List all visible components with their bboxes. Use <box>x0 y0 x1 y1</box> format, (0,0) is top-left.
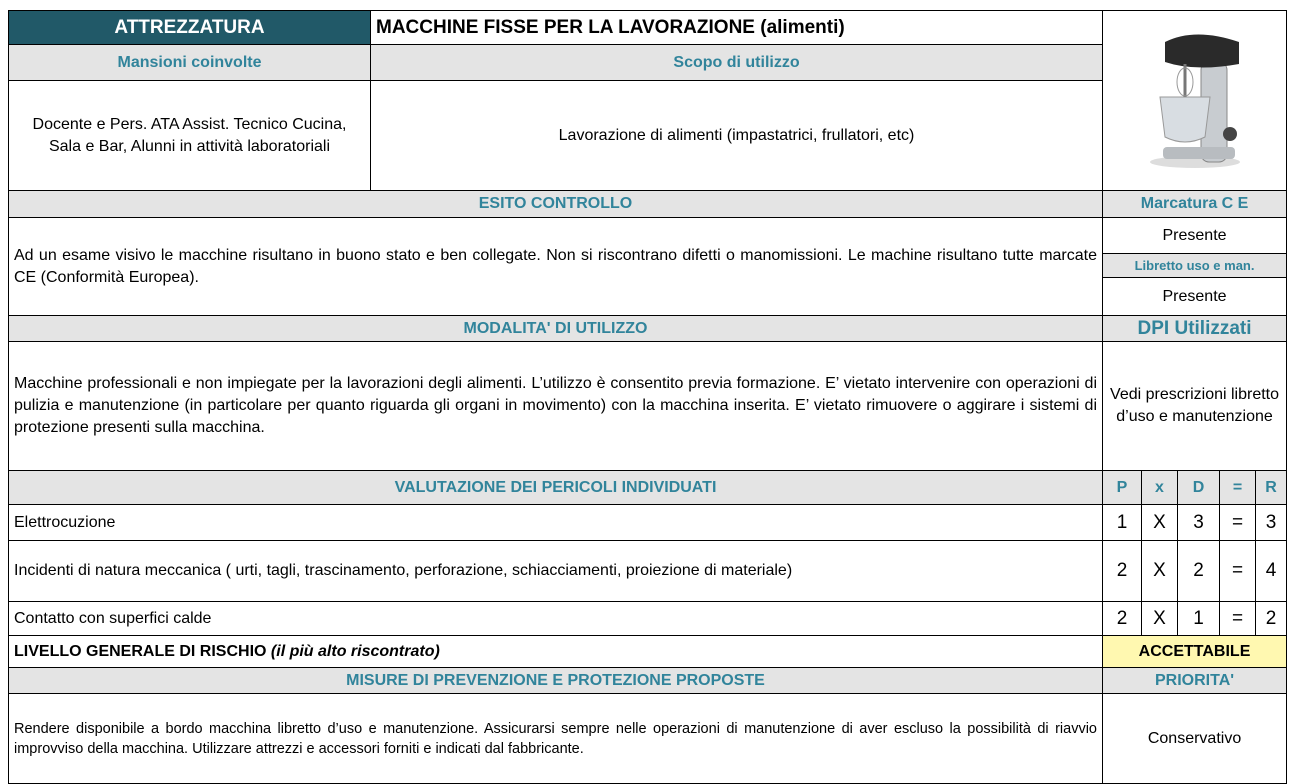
mixer-image <box>1149 34 1240 168</box>
livello-cell: LIVELLO GENERALE DI RISCHIO (il più alto… <box>8 635 1103 668</box>
misure-label: MISURE DI PREVENZIONE E PROTEZIONE PROPO… <box>8 667 1103 694</box>
cell: 2 <box>1254 601 1288 636</box>
misure-text: Rendere disponibile a bordo macchina lib… <box>8 693 1103 784</box>
cell: 3 <box>1177 504 1220 541</box>
libretto-value: Presente <box>1101 277 1288 316</box>
hazard: Elettrocuzione <box>8 504 1103 541</box>
cell: 2 <box>1102 540 1142 602</box>
risk-sheet: ATTREZZATURA MACCHINE FISSE PER LA LAVOR… <box>8 10 1288 784</box>
cell: = <box>1219 601 1256 636</box>
dpi-label: DPI Utilizzati <box>1101 315 1288 342</box>
priorita-label: PRIORITA' <box>1101 667 1288 694</box>
column-header: = <box>1219 470 1256 505</box>
mansioni-label: Mansioni coinvolte <box>8 44 371 81</box>
esito-label: ESITO CONTROLLO <box>8 190 1103 218</box>
cell: 2 <box>1177 540 1220 602</box>
libretto-label: Libretto uso e man. <box>1101 253 1288 278</box>
cell: = <box>1219 540 1256 602</box>
modalita-text: Macchine professionali e non impiegate p… <box>8 341 1103 471</box>
scopo-value: Lavorazione di alimenti (impastatrici, f… <box>370 80 1103 191</box>
livello-label: LIVELLO GENERALE DI RISCHIO <box>14 642 267 660</box>
marcatura-value: Presente <box>1101 217 1288 254</box>
scopo-label: Scopo di utilizzo <box>370 44 1103 81</box>
livello-note: (il più alto riscontrato) <box>270 642 440 660</box>
dpi-value: Vedi prescrizioni libretto d’uso e manut… <box>1101 341 1288 471</box>
modalita-label: MODALITA' DI UTILIZZO <box>8 315 1103 342</box>
column-header: D <box>1177 470 1220 505</box>
column-header: P <box>1102 470 1142 505</box>
cell: = <box>1219 504 1256 541</box>
livello-value: ACCETTABILE <box>1101 635 1288 668</box>
cell: X <box>1141 540 1178 602</box>
marcatura-label: Marcatura C E <box>1101 190 1288 218</box>
cell: X <box>1141 601 1178 636</box>
priorita-value: Conservativo <box>1101 693 1288 784</box>
esito-text: Ad un esame visivo le macchine risultano… <box>8 217 1103 316</box>
hazard: Contatto con superfici calde <box>8 601 1103 636</box>
valutazione-label: VALUTAZIONE DEI PERICOLI INDIVIDUATI <box>8 470 1103 505</box>
cell: 2 <box>1102 601 1142 636</box>
image-cell <box>1101 10 1288 191</box>
column-header: x <box>1141 470 1178 505</box>
header-label: ATTREZZATURA <box>8 10 371 45</box>
cell: 3 <box>1254 504 1288 541</box>
cell: 4 <box>1254 540 1288 602</box>
column-header: R <box>1254 470 1288 505</box>
header-title: MACCHINE FISSE PER LA LAVORAZIONE (alime… <box>370 10 1103 45</box>
mansioni-value: Docente e Pers. ATA Assist. Tecnico Cuci… <box>8 80 371 191</box>
cell: X <box>1141 504 1178 541</box>
cell: 1 <box>1177 601 1220 636</box>
cell: 1 <box>1102 504 1142 541</box>
hazard: Incidenti di natura meccanica ( urti, ta… <box>8 540 1103 602</box>
